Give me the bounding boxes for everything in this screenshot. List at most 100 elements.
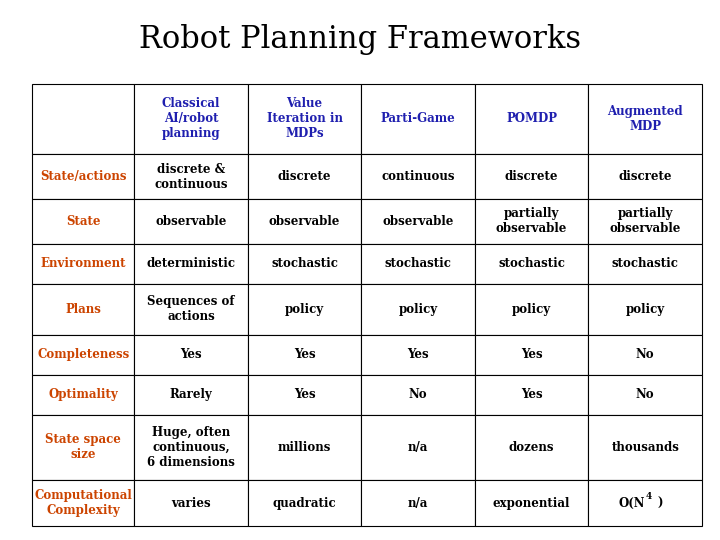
Text: Classical
AI/robot
planning: Classical AI/robot planning [162, 98, 220, 140]
Bar [588, 84, 702, 154]
Text: Parti-Game: Parti-Game [381, 112, 456, 125]
Bar [134, 244, 248, 284]
Text: State/actions: State/actions [40, 170, 127, 183]
Text: exponential: exponential [493, 497, 570, 510]
Bar [361, 84, 475, 154]
Text: thousands: thousands [611, 441, 679, 454]
Bar [134, 335, 248, 375]
Text: stochastic: stochastic [612, 257, 679, 270]
Text: discrete &
continuous: discrete & continuous [154, 163, 228, 191]
Bar [361, 375, 475, 415]
Text: ): ) [657, 497, 663, 510]
Text: Yes: Yes [294, 388, 315, 401]
Bar [134, 480, 248, 526]
Text: Plans: Plans [66, 303, 102, 316]
Bar [588, 284, 702, 335]
Text: State: State [66, 215, 101, 228]
Bar [32, 335, 134, 375]
Bar [361, 415, 475, 480]
Text: quadratic: quadratic [273, 497, 336, 510]
Bar [248, 284, 361, 335]
Bar [134, 154, 248, 199]
Text: No: No [409, 388, 428, 401]
Bar [134, 415, 248, 480]
Text: observable: observable [156, 215, 227, 228]
Text: discrete: discrete [618, 170, 672, 183]
Text: Huge, often
continuous,
6 dimensions: Huge, often continuous, 6 dimensions [147, 426, 235, 469]
Text: Sequences of
actions: Sequences of actions [148, 295, 235, 323]
Text: policy: policy [512, 303, 552, 316]
Bar [134, 199, 248, 244]
Text: stochastic: stochastic [384, 257, 451, 270]
Text: partially
observable: partially observable [496, 207, 567, 235]
Bar [248, 415, 361, 480]
Text: No: No [636, 388, 654, 401]
Text: n/a: n/a [408, 441, 428, 454]
Bar [134, 84, 248, 154]
Bar [588, 375, 702, 415]
Text: Computational
Complexity: Computational Complexity [35, 489, 132, 517]
Text: discrete: discrete [505, 170, 559, 183]
Text: policy: policy [626, 303, 665, 316]
Bar [32, 375, 134, 415]
Bar [248, 480, 361, 526]
Text: State space
size: State space size [45, 434, 121, 461]
Bar [32, 154, 134, 199]
Bar [32, 480, 134, 526]
Bar [134, 284, 248, 335]
Bar [475, 284, 588, 335]
Bar [588, 480, 702, 526]
Text: Rarely: Rarely [170, 388, 212, 401]
Bar [361, 284, 475, 335]
Text: stochastic: stochastic [498, 257, 565, 270]
Text: Augmented
MDP: Augmented MDP [608, 105, 683, 133]
Bar [134, 375, 248, 415]
Bar [361, 480, 475, 526]
Text: Environment: Environment [40, 257, 126, 270]
Bar [361, 199, 475, 244]
Bar [588, 199, 702, 244]
Text: Value
Iteration in
MDPs: Value Iteration in MDPs [266, 98, 343, 140]
Text: Yes: Yes [521, 388, 542, 401]
Bar [248, 199, 361, 244]
Bar [32, 284, 134, 335]
Bar [588, 244, 702, 284]
Bar [475, 375, 588, 415]
Text: policy: policy [285, 303, 324, 316]
Text: discrete: discrete [278, 170, 331, 183]
Text: Optimality: Optimality [48, 388, 118, 401]
Text: stochastic: stochastic [271, 257, 338, 270]
Text: dozens: dozens [509, 441, 554, 454]
Text: varies: varies [171, 497, 211, 510]
Text: partially
observable: partially observable [610, 207, 681, 235]
Text: O(N: O(N [618, 497, 645, 510]
Bar [588, 415, 702, 480]
Text: Yes: Yes [521, 348, 542, 361]
Text: n/a: n/a [408, 497, 428, 510]
Bar [248, 244, 361, 284]
Bar [475, 480, 588, 526]
Bar [475, 415, 588, 480]
Text: POMDP: POMDP [506, 112, 557, 125]
Text: observable: observable [382, 215, 454, 228]
Text: millions: millions [278, 441, 331, 454]
Text: observable: observable [269, 215, 341, 228]
Bar [32, 415, 134, 480]
Bar [475, 335, 588, 375]
Bar [475, 199, 588, 244]
Bar [248, 154, 361, 199]
Bar [475, 154, 588, 199]
Bar [248, 84, 361, 154]
Text: 4: 4 [646, 492, 652, 501]
Bar [248, 375, 361, 415]
Bar [248, 335, 361, 375]
Text: Yes: Yes [408, 348, 429, 361]
Bar [32, 84, 134, 154]
Bar [32, 199, 134, 244]
Bar [32, 244, 134, 284]
Bar [588, 335, 702, 375]
Bar [588, 154, 702, 199]
Text: Robot Planning Frameworks: Robot Planning Frameworks [139, 24, 581, 55]
Bar [361, 335, 475, 375]
Text: continuous: continuous [382, 170, 455, 183]
